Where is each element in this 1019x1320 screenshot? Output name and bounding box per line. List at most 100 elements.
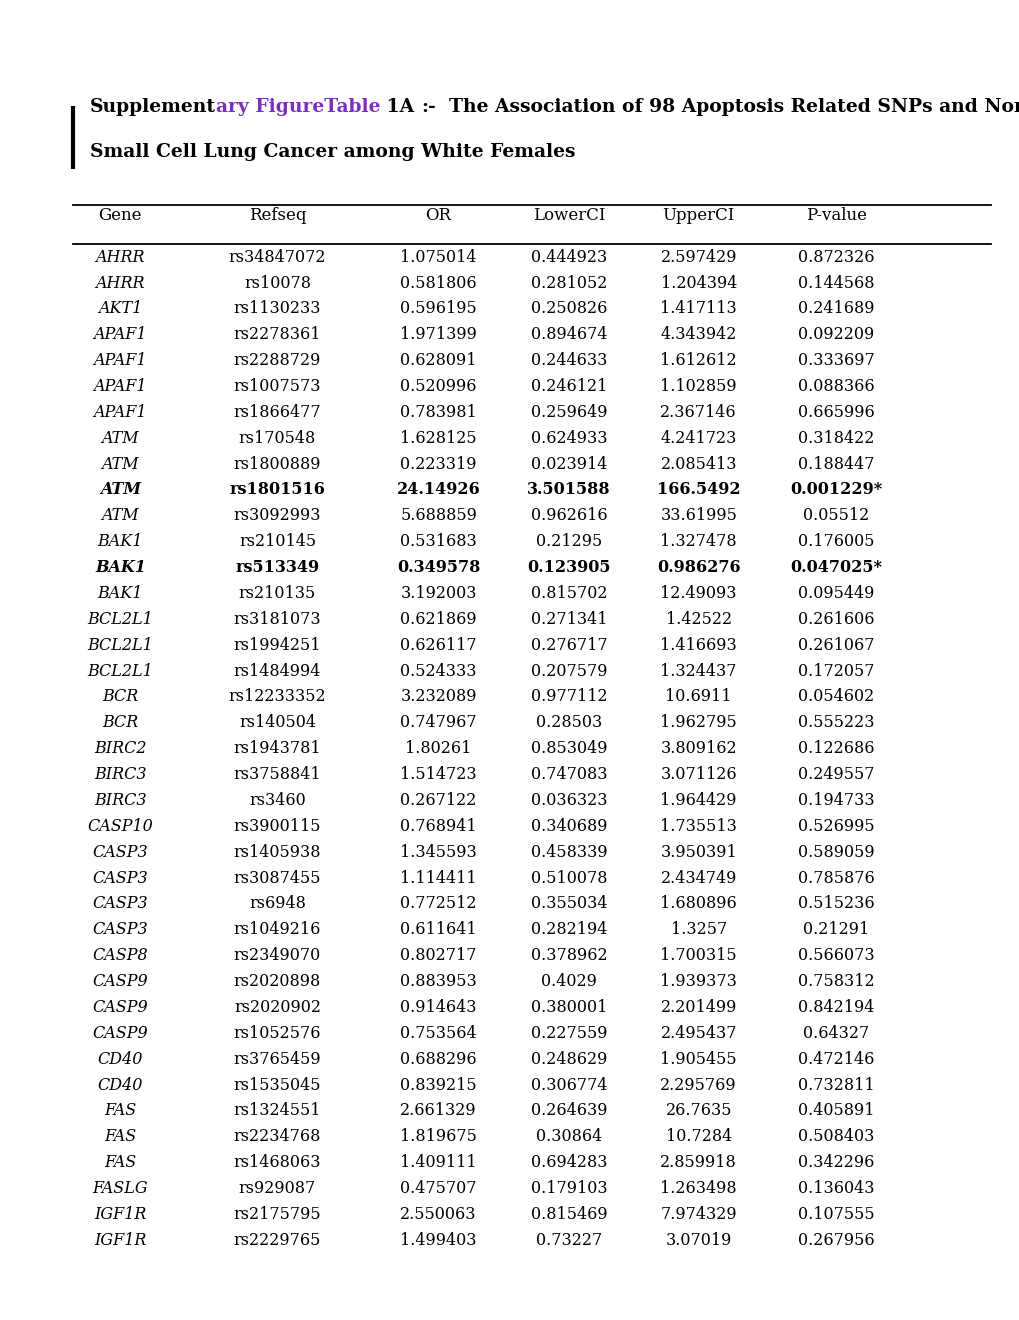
Text: 0.123905: 0.123905 xyxy=(527,560,610,576)
Text: APAF1: APAF1 xyxy=(94,352,147,370)
Text: 0.136043: 0.136043 xyxy=(797,1180,874,1197)
Text: AKT1: AKT1 xyxy=(98,301,143,317)
Text: rs2020898: rs2020898 xyxy=(233,973,321,990)
Text: 1.964429: 1.964429 xyxy=(660,792,736,809)
Text: 1.42522: 1.42522 xyxy=(665,611,731,628)
Text: FAS: FAS xyxy=(104,1102,137,1119)
Text: IGF1R: IGF1R xyxy=(94,1232,147,1249)
Text: 10.6911: 10.6911 xyxy=(664,689,732,705)
Text: IGF1R: IGF1R xyxy=(94,1206,147,1222)
Text: CD40: CD40 xyxy=(98,1077,143,1093)
Text: 0.340689: 0.340689 xyxy=(531,818,607,834)
Text: 0.267122: 0.267122 xyxy=(400,792,476,809)
Text: rs1484994: rs1484994 xyxy=(233,663,321,680)
Text: 0.194733: 0.194733 xyxy=(797,792,874,809)
Text: ary FigureTable: ary FigureTable xyxy=(216,98,380,116)
Text: OR: OR xyxy=(425,207,451,224)
Text: 1.3257: 1.3257 xyxy=(669,921,727,939)
Text: 10.7284: 10.7284 xyxy=(665,1129,731,1146)
Text: CASP3: CASP3 xyxy=(93,843,148,861)
Text: 2.859918: 2.859918 xyxy=(659,1154,737,1171)
Text: ATM: ATM xyxy=(102,455,139,473)
Text: 0.023914: 0.023914 xyxy=(531,455,606,473)
Text: rs3460: rs3460 xyxy=(249,792,306,809)
Text: 0.524333: 0.524333 xyxy=(400,663,477,680)
Text: 1.263498: 1.263498 xyxy=(659,1180,737,1197)
Text: BCL2L1: BCL2L1 xyxy=(88,663,153,680)
Text: 0.458339: 0.458339 xyxy=(530,843,607,861)
Text: 1.905455: 1.905455 xyxy=(659,1051,737,1068)
Text: UpperCI: UpperCI xyxy=(662,207,734,224)
Text: 3.07019: 3.07019 xyxy=(664,1232,732,1249)
Text: 0.001229*: 0.001229* xyxy=(790,482,881,499)
Text: 0.092209: 0.092209 xyxy=(798,326,873,343)
Text: 1A: 1A xyxy=(380,98,421,116)
Text: 0.839215: 0.839215 xyxy=(399,1077,477,1093)
Text: rs2234768: rs2234768 xyxy=(233,1129,321,1146)
Text: 1.345593: 1.345593 xyxy=(399,843,477,861)
Text: 0.510078: 0.510078 xyxy=(531,870,607,887)
Text: 7.974329: 7.974329 xyxy=(659,1206,737,1222)
Text: 0.475707: 0.475707 xyxy=(400,1180,477,1197)
Text: rs210145: rs210145 xyxy=(238,533,316,550)
Text: 0.508403: 0.508403 xyxy=(798,1129,873,1146)
Text: 0.227559: 0.227559 xyxy=(531,1024,607,1041)
Text: 0.853049: 0.853049 xyxy=(531,741,607,758)
Text: rs12233352: rs12233352 xyxy=(228,689,326,705)
Text: CD40: CD40 xyxy=(98,1051,143,1068)
Text: rs1800889: rs1800889 xyxy=(233,455,321,473)
Text: rs1049216: rs1049216 xyxy=(233,921,321,939)
Text: :-: :- xyxy=(421,98,435,116)
Text: 2.434749: 2.434749 xyxy=(660,870,736,887)
Text: CASP9: CASP9 xyxy=(93,999,148,1016)
Text: 26.7635: 26.7635 xyxy=(664,1102,732,1119)
Text: 0.249557: 0.249557 xyxy=(797,766,874,783)
Text: rs2349070: rs2349070 xyxy=(233,948,321,964)
Text: 3.071126: 3.071126 xyxy=(659,766,737,783)
Text: CASP10: CASP10 xyxy=(88,818,153,834)
Text: 0.349578: 0.349578 xyxy=(396,560,480,576)
Text: 1.962795: 1.962795 xyxy=(659,714,737,731)
Text: 0.758312: 0.758312 xyxy=(797,973,874,990)
Text: BIRC3: BIRC3 xyxy=(94,792,147,809)
Text: CASP8: CASP8 xyxy=(93,948,148,964)
Text: 0.785876: 0.785876 xyxy=(797,870,874,887)
Text: rs3181073: rs3181073 xyxy=(233,611,321,628)
Text: 1.416693: 1.416693 xyxy=(659,636,737,653)
Text: ATM: ATM xyxy=(100,482,141,499)
Text: 166.5492: 166.5492 xyxy=(656,482,740,499)
Text: 0.241689: 0.241689 xyxy=(797,301,874,317)
Text: 2.597429: 2.597429 xyxy=(660,248,736,265)
Text: 0.30864: 0.30864 xyxy=(536,1129,601,1146)
Text: 0.088366: 0.088366 xyxy=(797,378,874,395)
Text: rs1535045: rs1535045 xyxy=(233,1077,321,1093)
Text: rs210135: rs210135 xyxy=(238,585,316,602)
Text: CASP9: CASP9 xyxy=(93,973,148,990)
Text: APAF1: APAF1 xyxy=(94,326,147,343)
Text: 0.73227: 0.73227 xyxy=(536,1232,601,1249)
Text: 0.531683: 0.531683 xyxy=(399,533,477,550)
Text: APAF1: APAF1 xyxy=(94,378,147,395)
Text: 0.179103: 0.179103 xyxy=(530,1180,607,1197)
Text: AHRR: AHRR xyxy=(96,248,145,265)
Text: 0.581806: 0.581806 xyxy=(399,275,477,292)
Text: rs3092993: rs3092993 xyxy=(233,507,321,524)
Text: BCR: BCR xyxy=(102,689,139,705)
Text: Supplement: Supplement xyxy=(90,98,216,116)
Text: 0.624933: 0.624933 xyxy=(531,430,607,446)
Text: 1.204394: 1.204394 xyxy=(660,275,736,292)
Text: 0.64327: 0.64327 xyxy=(803,1024,868,1041)
Text: 1.939373: 1.939373 xyxy=(659,973,737,990)
Text: 0.047025*: 0.047025* xyxy=(790,560,881,576)
Text: 0.380001: 0.380001 xyxy=(531,999,606,1016)
Text: BAK1: BAK1 xyxy=(98,533,143,550)
Text: FASLG: FASLG xyxy=(93,1180,148,1197)
Text: 0.444923: 0.444923 xyxy=(531,248,606,265)
Text: rs170548: rs170548 xyxy=(238,430,316,446)
Text: rs2278361: rs2278361 xyxy=(233,326,321,343)
Text: 0.977112: 0.977112 xyxy=(530,689,607,705)
Text: rs3087455: rs3087455 xyxy=(233,870,321,887)
Text: 1.819675: 1.819675 xyxy=(399,1129,477,1146)
Text: 0.355034: 0.355034 xyxy=(531,895,607,912)
Text: 0.248629: 0.248629 xyxy=(531,1051,606,1068)
